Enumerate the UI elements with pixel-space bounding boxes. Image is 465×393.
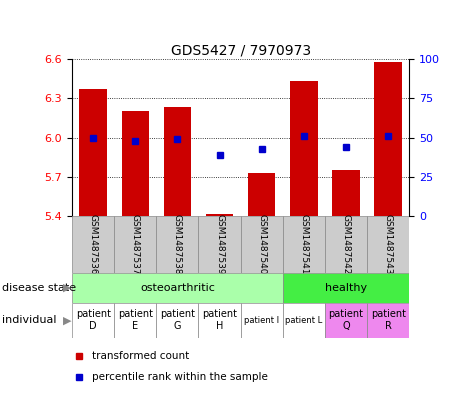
Text: patient
E: patient E <box>118 310 153 331</box>
Bar <box>199 216 241 273</box>
Bar <box>283 273 409 303</box>
Bar <box>164 107 191 216</box>
Text: patient L: patient L <box>285 316 322 325</box>
Bar <box>121 111 149 216</box>
Text: patient
H: patient H <box>202 310 237 331</box>
Text: percentile rank within the sample: percentile rank within the sample <box>92 372 268 382</box>
Title: GDS5427 / 7970973: GDS5427 / 7970973 <box>171 44 311 58</box>
Bar <box>283 216 325 273</box>
Bar <box>332 170 360 216</box>
Text: patient
G: patient G <box>160 310 195 331</box>
Bar <box>367 303 409 338</box>
Text: GSM1487537: GSM1487537 <box>131 214 140 275</box>
Text: GSM1487538: GSM1487538 <box>173 214 182 275</box>
Text: disease state: disease state <box>2 283 76 293</box>
Bar <box>199 303 241 338</box>
Text: healthy: healthy <box>325 283 367 293</box>
Bar <box>241 303 283 338</box>
Bar <box>114 216 156 273</box>
Text: GSM1487541: GSM1487541 <box>299 215 308 275</box>
Bar <box>325 216 367 273</box>
Text: ▶: ▶ <box>63 283 71 293</box>
Text: patient
R: patient R <box>371 310 405 331</box>
Bar <box>248 173 275 216</box>
Text: GSM1487536: GSM1487536 <box>89 214 98 275</box>
Bar <box>241 216 283 273</box>
Text: patient
Q: patient Q <box>328 310 364 331</box>
Bar <box>80 89 107 216</box>
Text: GSM1487542: GSM1487542 <box>341 215 351 275</box>
Bar <box>206 214 233 216</box>
Bar <box>374 62 402 216</box>
Bar <box>325 303 367 338</box>
Text: osteoarthritic: osteoarthritic <box>140 283 215 293</box>
Text: GSM1487539: GSM1487539 <box>215 214 224 275</box>
Text: ▶: ▶ <box>63 315 71 325</box>
Text: GSM1487540: GSM1487540 <box>257 215 266 275</box>
Bar <box>114 303 156 338</box>
Bar <box>72 303 114 338</box>
Bar <box>290 81 318 216</box>
Text: GSM1487543: GSM1487543 <box>384 215 392 275</box>
Text: transformed count: transformed count <box>92 351 190 361</box>
Bar <box>283 303 325 338</box>
Text: patient I: patient I <box>244 316 279 325</box>
Bar <box>367 216 409 273</box>
Bar <box>156 216 199 273</box>
Bar <box>72 273 283 303</box>
Text: patient
D: patient D <box>76 310 111 331</box>
Bar <box>72 216 114 273</box>
Bar <box>156 303 199 338</box>
Text: individual: individual <box>2 315 57 325</box>
